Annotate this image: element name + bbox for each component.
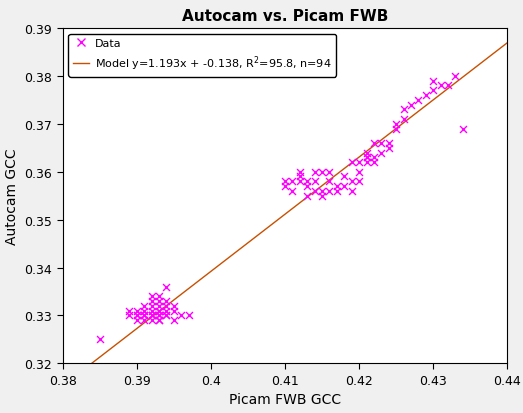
Point [155, 308, 163, 314]
Point [377, 140, 385, 147]
Point [162, 303, 170, 309]
Point [325, 169, 334, 176]
Point [147, 303, 156, 309]
Point [384, 140, 393, 147]
Point [162, 298, 170, 305]
Point [147, 312, 156, 319]
Point [155, 317, 163, 324]
Point [288, 188, 297, 195]
Point [355, 169, 363, 176]
Point [370, 159, 378, 166]
Point [392, 121, 401, 128]
Point [451, 74, 460, 80]
Point [355, 159, 363, 166]
Point [444, 83, 452, 90]
Y-axis label: Autocam GCC: Autocam GCC [5, 148, 19, 244]
Point [140, 312, 149, 319]
Point [162, 284, 170, 290]
Point [303, 193, 311, 199]
Point [370, 154, 378, 161]
Point [303, 183, 311, 190]
Point [355, 178, 363, 185]
Point [362, 150, 371, 157]
Point [155, 298, 163, 305]
Point [362, 154, 371, 161]
Point [185, 312, 193, 319]
Point [348, 178, 356, 185]
Point [147, 308, 156, 314]
Point [140, 303, 149, 309]
Point [147, 317, 156, 324]
Point [348, 188, 356, 195]
Point [362, 154, 371, 161]
Point [133, 308, 141, 314]
Point [311, 178, 319, 185]
Point [318, 188, 326, 195]
Point [384, 145, 393, 152]
Point [155, 312, 163, 319]
Point [295, 178, 304, 185]
Point [140, 312, 149, 319]
Point [147, 298, 156, 305]
Point [155, 312, 163, 319]
Point [318, 169, 326, 176]
Point [96, 336, 104, 343]
Point [429, 88, 437, 94]
Point [155, 308, 163, 314]
Point [170, 317, 178, 324]
Point [318, 193, 326, 199]
Point [400, 107, 408, 114]
X-axis label: Picam FWB GCC: Picam FWB GCC [229, 392, 341, 406]
Point [333, 183, 341, 190]
Point [340, 183, 348, 190]
Point [362, 159, 371, 166]
Point [155, 293, 163, 300]
Point [162, 308, 170, 314]
Point [429, 78, 437, 85]
Point [333, 188, 341, 195]
Point [377, 150, 385, 157]
Point [311, 169, 319, 176]
Point [170, 308, 178, 314]
Point [295, 169, 304, 176]
Point [140, 317, 149, 324]
Point [303, 178, 311, 185]
Point [170, 303, 178, 309]
Point [162, 312, 170, 319]
Point [126, 312, 134, 319]
Point [162, 312, 170, 319]
Point [133, 312, 141, 319]
Point [370, 140, 378, 147]
Point [340, 174, 348, 180]
Point [147, 312, 156, 319]
Point [311, 188, 319, 195]
Point [325, 178, 334, 185]
Point [281, 183, 289, 190]
Point [400, 116, 408, 123]
Point [133, 312, 141, 319]
Point [459, 126, 467, 133]
Point [281, 178, 289, 185]
Point [348, 159, 356, 166]
Point [392, 126, 401, 133]
Point [436, 83, 445, 90]
Point [133, 317, 141, 324]
Title: Autocam vs. Picam FWB: Autocam vs. Picam FWB [182, 9, 388, 24]
Point [288, 178, 297, 185]
Point [177, 312, 186, 319]
Point [147, 312, 156, 319]
Point [147, 293, 156, 300]
Point [407, 102, 415, 109]
Point [155, 303, 163, 309]
Point [295, 174, 304, 180]
Point [325, 188, 334, 195]
Point [140, 308, 149, 314]
Point [422, 93, 430, 99]
Point [414, 97, 423, 104]
Point [155, 317, 163, 324]
Legend: Data, Model y=1.193x + -0.138, R$^2$=95.8, n=94: Data, Model y=1.193x + -0.138, R$^2$=95.… [69, 34, 336, 77]
Point [126, 308, 134, 314]
Point [140, 312, 149, 319]
